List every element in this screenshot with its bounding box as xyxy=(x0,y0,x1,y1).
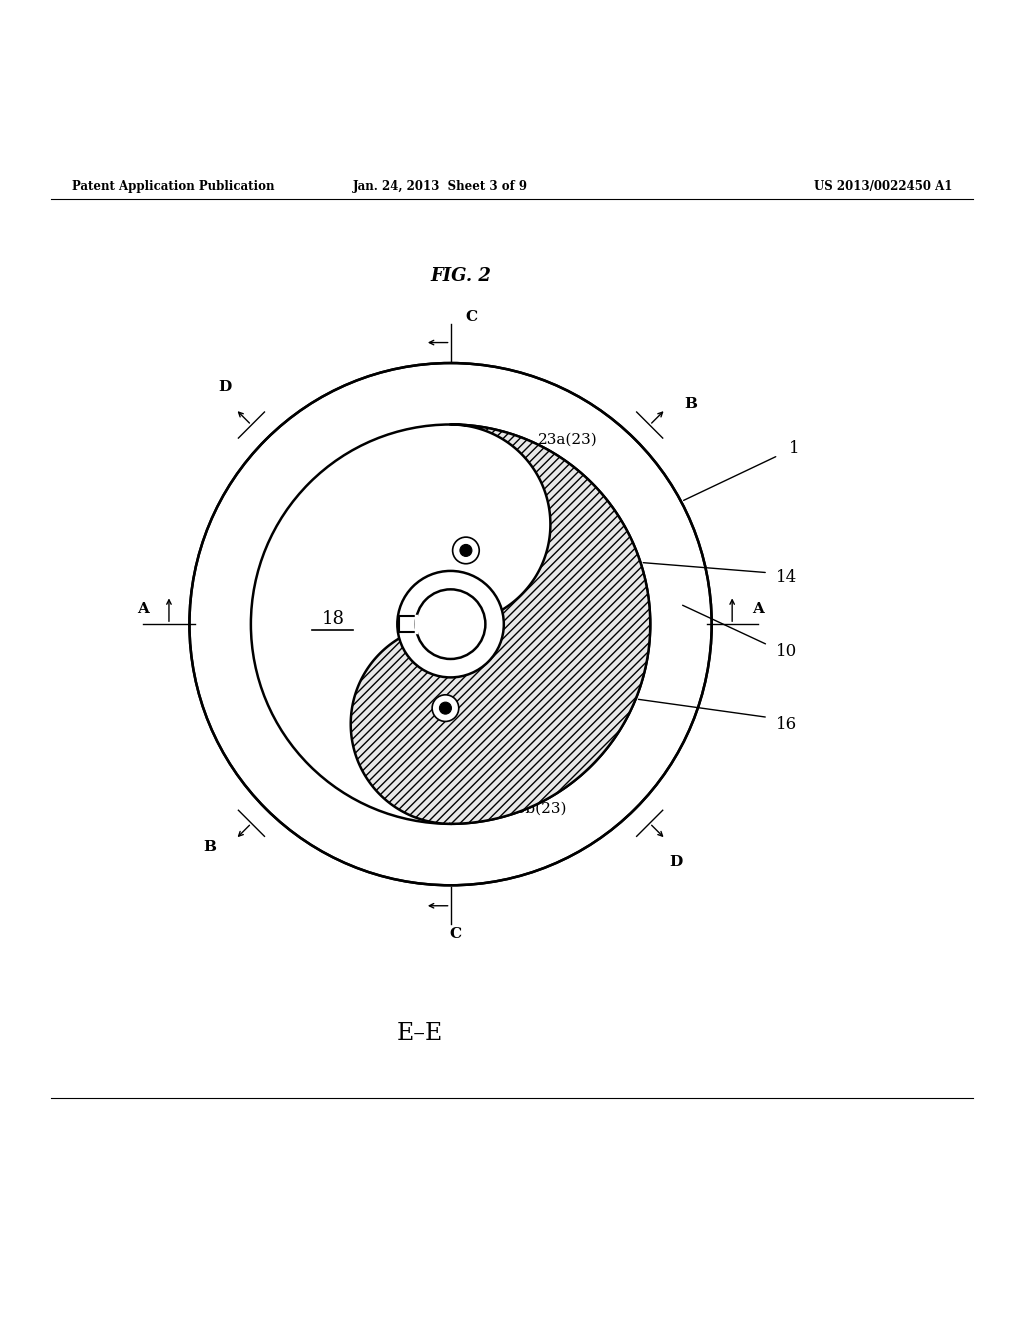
Text: 23a(23): 23a(23) xyxy=(538,433,597,447)
Text: C: C xyxy=(450,928,462,941)
Text: A: A xyxy=(137,602,150,616)
Circle shape xyxy=(251,425,650,824)
Circle shape xyxy=(460,544,472,557)
Text: FIG. 2: FIG. 2 xyxy=(430,267,492,285)
Text: Jan. 24, 2013  Sheet 3 of 9: Jan. 24, 2013 Sheet 3 of 9 xyxy=(353,181,527,194)
Circle shape xyxy=(432,694,459,722)
Circle shape xyxy=(453,537,479,564)
Text: D: D xyxy=(219,380,231,393)
Text: C: C xyxy=(465,310,477,323)
Text: 23b(23): 23b(23) xyxy=(507,801,567,816)
Text: 14: 14 xyxy=(776,569,798,586)
Text: US 2013/0022450 A1: US 2013/0022450 A1 xyxy=(814,181,952,194)
Text: A: A xyxy=(752,602,764,616)
Text: B: B xyxy=(204,841,216,854)
Text: 10: 10 xyxy=(776,643,798,660)
Text: 16: 16 xyxy=(776,715,798,733)
Text: D: D xyxy=(670,855,682,869)
Circle shape xyxy=(439,702,452,714)
Text: E–E: E–E xyxy=(396,1022,443,1045)
Text: B: B xyxy=(685,397,697,411)
Text: 1: 1 xyxy=(788,440,799,457)
Circle shape xyxy=(189,363,712,886)
Circle shape xyxy=(397,572,504,677)
Polygon shape xyxy=(351,425,650,824)
Text: 18: 18 xyxy=(322,610,344,628)
Circle shape xyxy=(416,589,485,659)
Text: Patent Application Publication: Patent Application Publication xyxy=(72,181,274,194)
